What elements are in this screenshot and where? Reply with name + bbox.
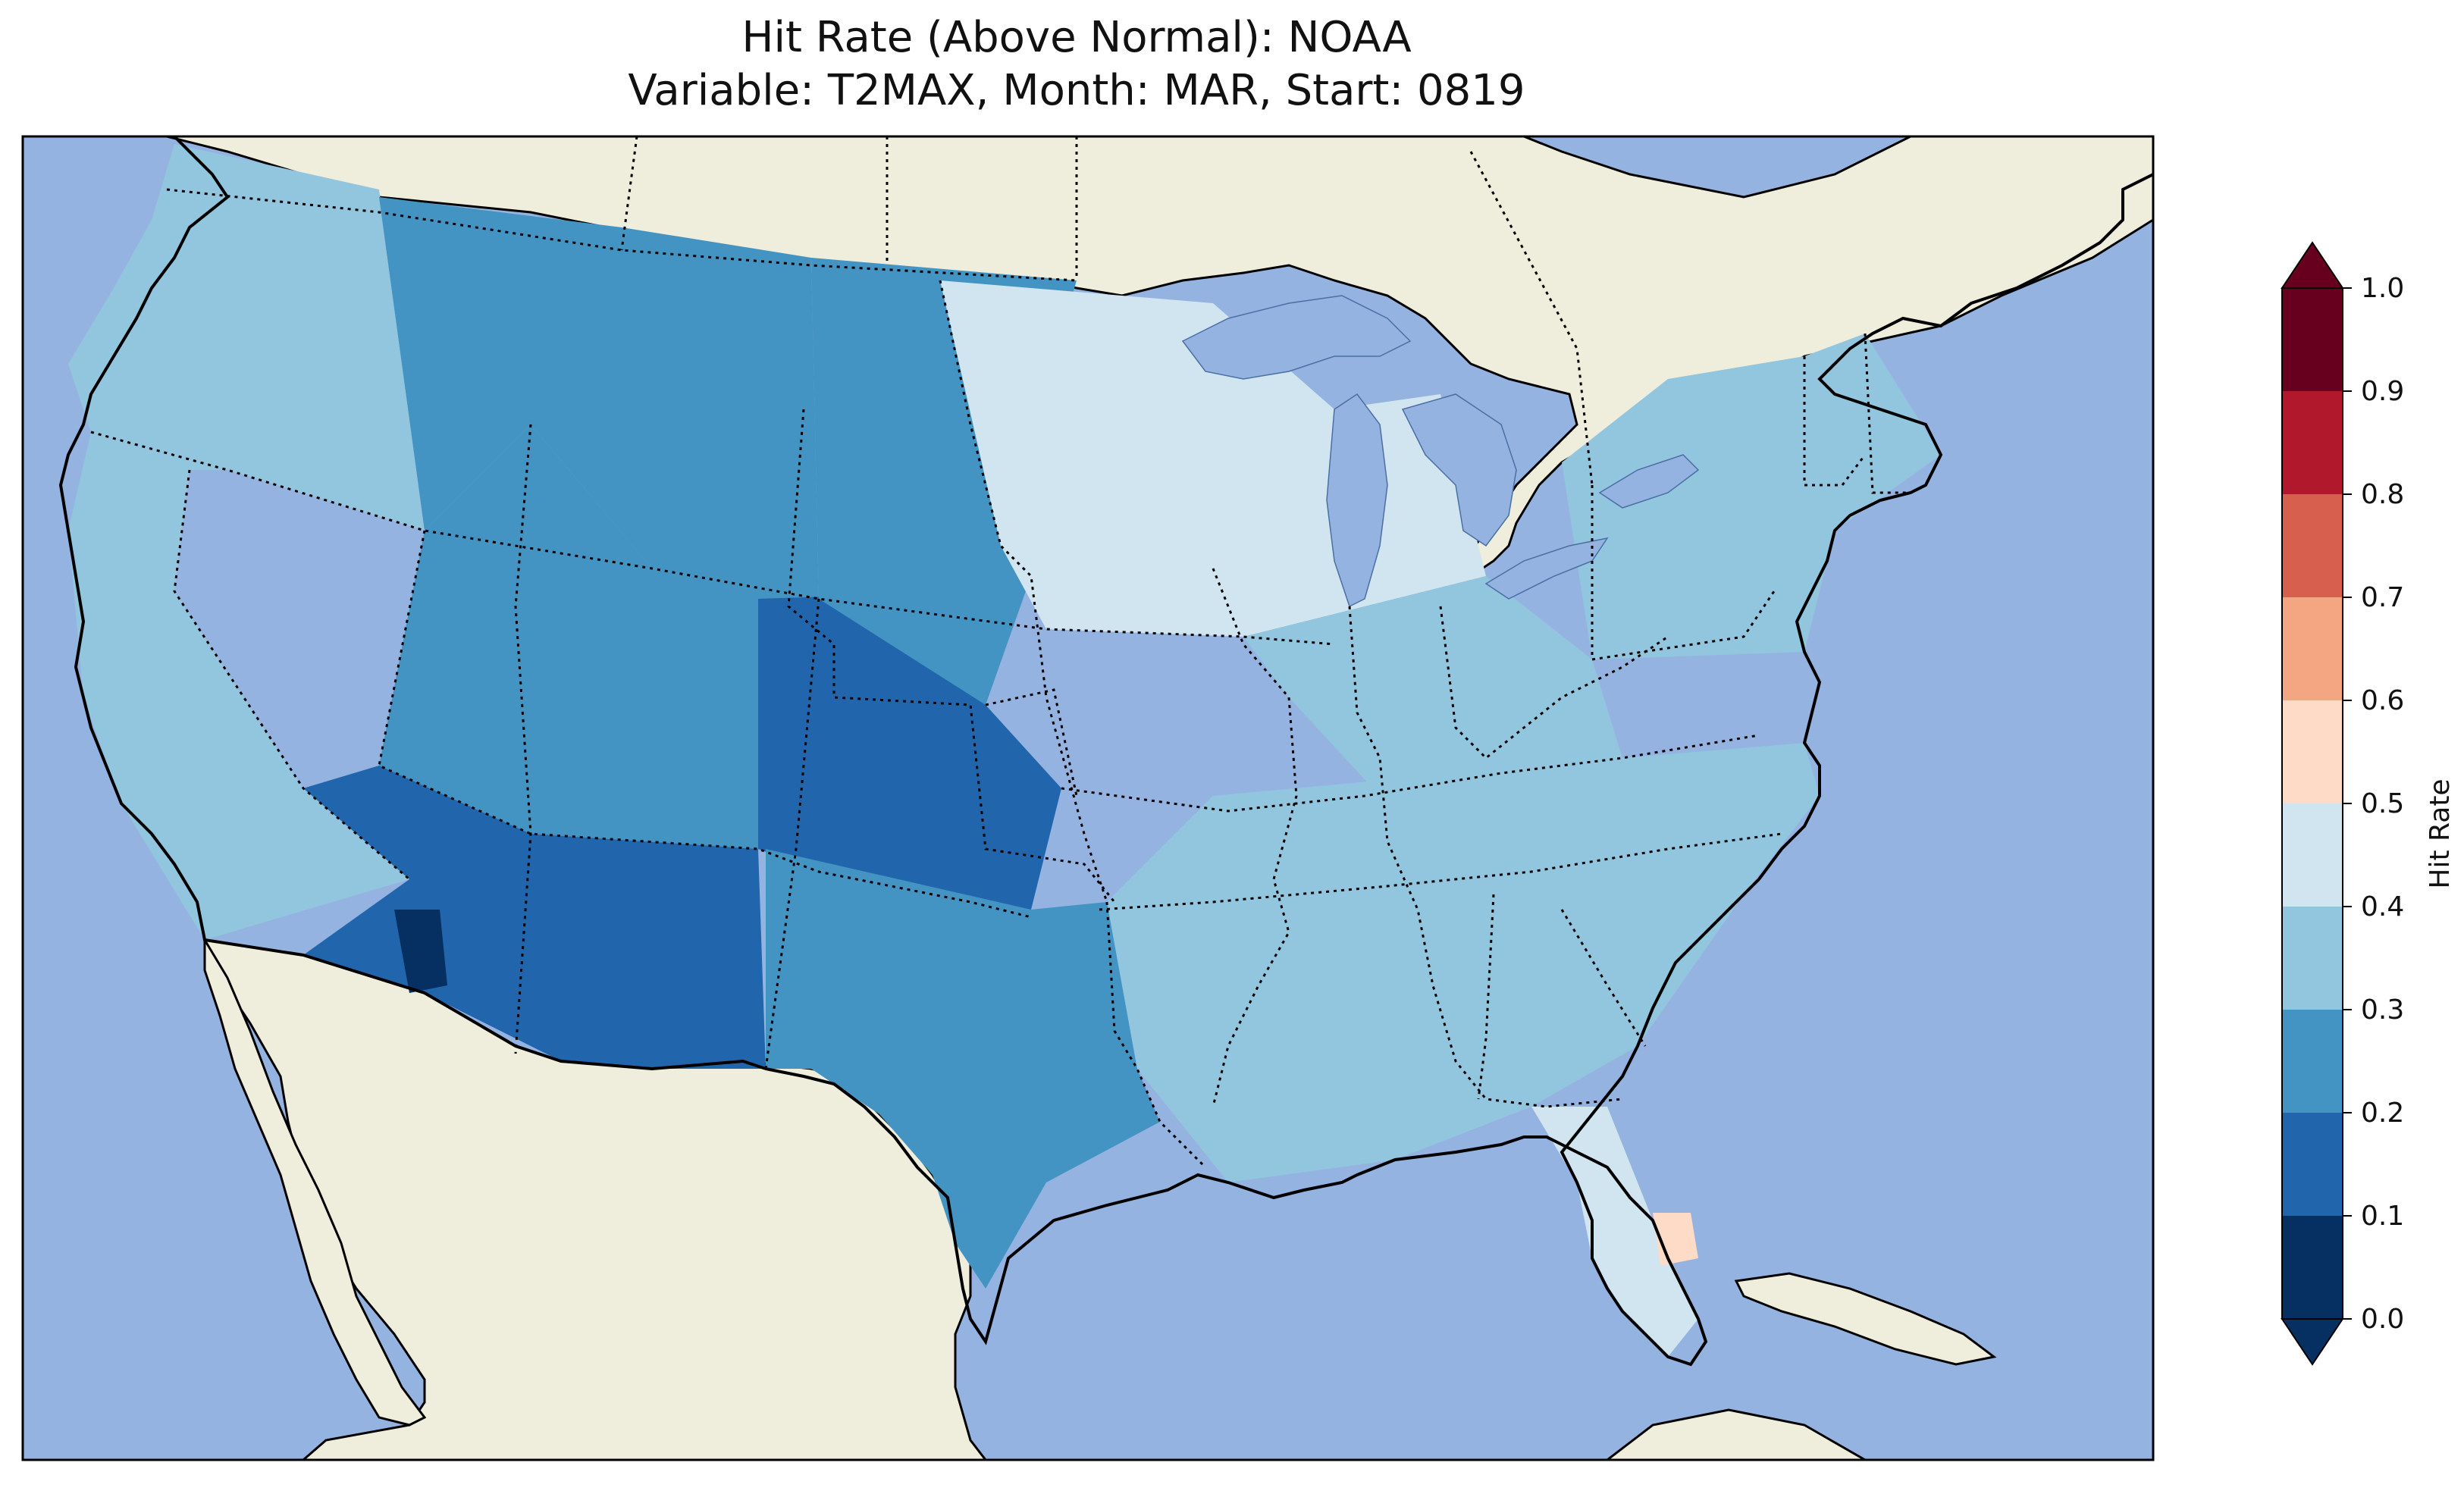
- region-pacific-northwest: [68, 144, 425, 531]
- us-coastline: [58, 136, 2153, 1367]
- region-ohio-valley: [1243, 576, 1622, 796]
- great-lakes: [1181, 295, 1700, 608]
- map-title-line-1: Hit Rate (Above Normal): NOAA: [741, 13, 1412, 62]
- cuba-land: [1734, 1272, 1997, 1366]
- lake-michigan: [1326, 393, 1388, 608]
- region-northeast: [1562, 334, 1941, 659]
- region-southwest-arizona-new-mexico: [303, 766, 766, 1069]
- lake-huron: [1401, 393, 1517, 547]
- baja-peninsula-land: [203, 935, 427, 1427]
- region-northern-rockies: [379, 197, 819, 599]
- map-title-line-2: Variable: T2MAX, Month: MAR, Start: 0819: [628, 66, 1525, 115]
- yucatan-land: [1605, 1408, 1868, 1460]
- map-frame: [21, 135, 2155, 1461]
- state-borders: [90, 136, 1911, 1169]
- region-texas-oklahoma: [766, 849, 1160, 1289]
- region-southeast: [1107, 743, 1820, 1182]
- hit-rate-cells: [68, 144, 1941, 1357]
- lake-ontario: [1598, 454, 1700, 509]
- region-california: [68, 432, 409, 940]
- region-florida: [1531, 1107, 1698, 1357]
- region-great-basin: [379, 424, 819, 849]
- lake-erie: [1484, 537, 1609, 600]
- lake-superior: [1181, 295, 1412, 380]
- region-central-arizona-minimum: [394, 910, 447, 993]
